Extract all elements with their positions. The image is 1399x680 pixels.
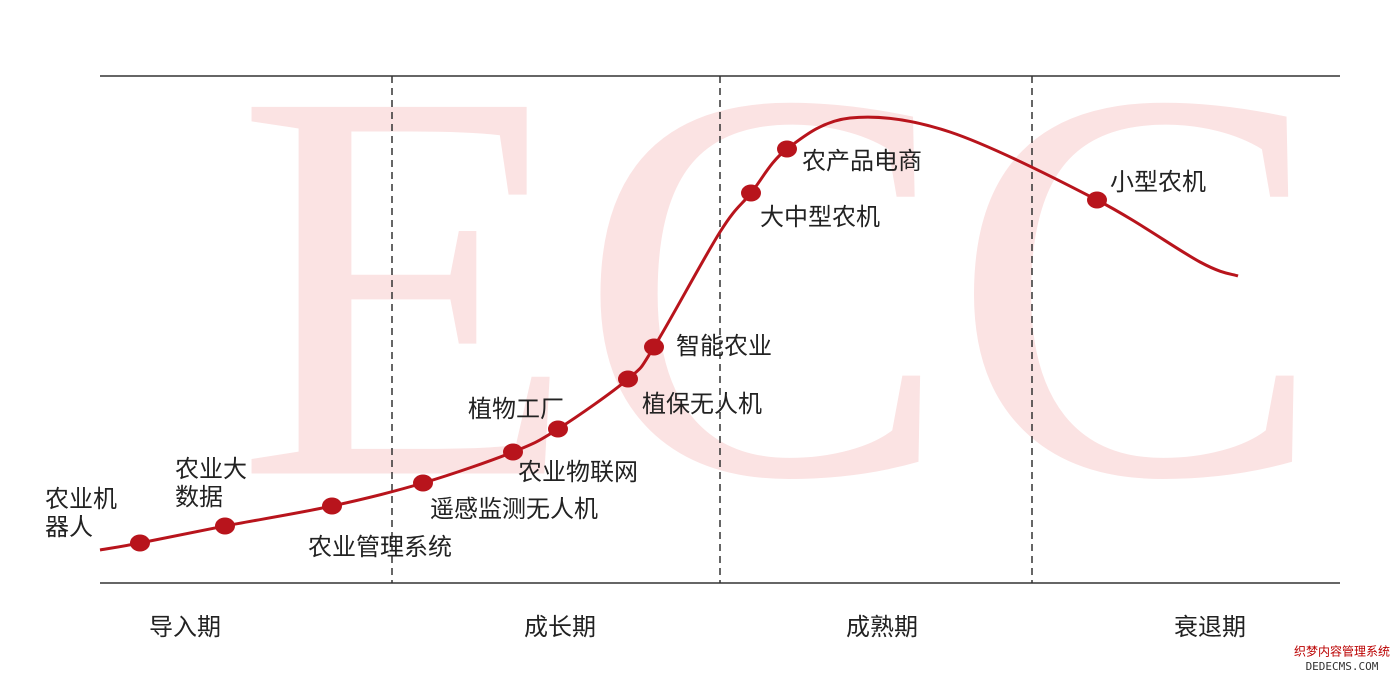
node-dot (548, 420, 568, 438)
node-dot (130, 534, 150, 552)
stage-label: 成长期 (524, 613, 596, 641)
node-label: 植物工厂 (468, 395, 564, 423)
node-label: 大中型农机 (760, 203, 880, 231)
node-dot (644, 338, 664, 356)
stage-label: 导入期 (149, 613, 221, 641)
stage-label: 成熟期 (846, 613, 918, 641)
node-label: 农业物联网 (518, 458, 638, 486)
node-label: 器人 (45, 513, 93, 541)
node-label: 遥感监测无人机 (430, 495, 598, 523)
node-dot (322, 497, 342, 515)
node-label: 小型农机 (1110, 168, 1206, 196)
node-dot (503, 443, 523, 461)
node-dot (1087, 191, 1107, 209)
node-dot (215, 517, 235, 535)
site-badge-bg (1288, 642, 1396, 676)
node-label: 农业管理系统 (308, 533, 452, 561)
lifecycle-curve (99, 115, 1239, 552)
node-dot (618, 370, 638, 388)
node-label: 植保无人机 (642, 390, 762, 418)
watermark: ECC (235, 0, 1324, 596)
node-label: 数据 (175, 483, 223, 511)
node-label: 智能农业 (676, 332, 772, 360)
node-dot (413, 474, 433, 492)
node-label: 农业机 (45, 485, 117, 513)
node-dot (741, 184, 761, 202)
site-badge: 织梦内容管理系统 (1294, 644, 1390, 659)
node-label: 农业大 (175, 455, 247, 483)
site-badge: DEDECMS.COM (1306, 660, 1379, 673)
stage-label: 衰退期 (1174, 613, 1246, 641)
node-dot (777, 140, 797, 158)
node-label: 农产品电商 (802, 147, 922, 175)
